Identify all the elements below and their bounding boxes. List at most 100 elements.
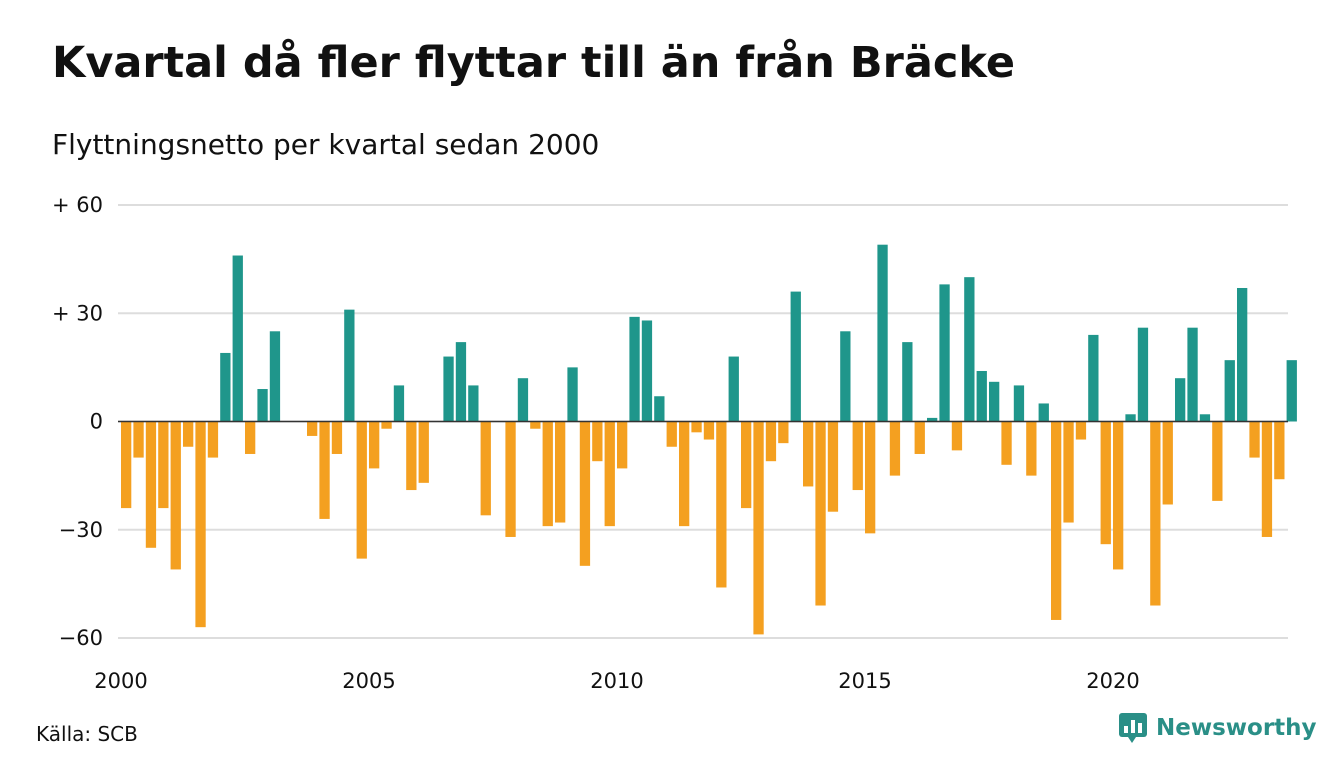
bar-positive: [877, 244, 888, 422]
bar-negative: [1212, 421, 1223, 501]
bar-negative: [815, 421, 826, 606]
chart-subtitle: Flyttningsnetto per kvartal sedan 2000: [52, 128, 600, 161]
bar-positive: [840, 331, 851, 422]
bar-negative: [195, 421, 206, 628]
bar-negative: [555, 421, 566, 523]
bars: [118, 244, 1297, 635]
bar-negative: [604, 421, 615, 527]
bar-negative: [679, 421, 690, 527]
y-tick-label: 0: [90, 410, 103, 434]
bar-negative: [530, 421, 541, 429]
newsworthy-logo-icon: [1119, 713, 1147, 743]
bar-positive: [567, 367, 578, 422]
bar-negative: [319, 421, 330, 519]
bar-positive: [728, 356, 739, 422]
x-tick-label: 2010: [590, 669, 643, 693]
bar-positive: [989, 381, 1000, 422]
bar-negative: [1261, 421, 1273, 537]
bar-negative: [778, 421, 789, 444]
bar-positive: [1237, 287, 1248, 422]
bar-positive: [393, 385, 405, 422]
y-tick-label: −30: [59, 518, 103, 542]
x-tick-label: 2015: [838, 669, 891, 693]
bar-negative: [865, 421, 876, 534]
bar-positive: [1175, 378, 1186, 422]
bar-negative: [1051, 421, 1062, 620]
y-tick-label: −60: [59, 626, 103, 650]
bar-positive: [1286, 360, 1297, 422]
bar-positive: [1088, 334, 1099, 422]
bar-negative: [579, 421, 591, 566]
bar-negative: [381, 421, 392, 429]
bar-negative: [889, 421, 901, 476]
bar-positive: [1187, 327, 1198, 422]
bar-negative: [406, 421, 417, 491]
bar-negative: [1274, 421, 1285, 480]
bar-positive: [1125, 414, 1136, 422]
y-tick-label: + 60: [52, 193, 103, 217]
bar-positive: [220, 352, 231, 422]
bar-positive: [443, 356, 454, 422]
bar-negative: [716, 421, 727, 588]
bar-negative: [914, 421, 925, 454]
bar-positive: [455, 342, 467, 422]
x-tick-label: 2020: [1086, 669, 1139, 693]
bar-positive: [790, 291, 801, 422]
bar-negative: [1075, 421, 1087, 440]
x-tick-label: 2005: [342, 669, 395, 693]
y-axis: + 60 + 30 0 −30 −60: [52, 193, 103, 650]
bar-negative: [1150, 421, 1161, 606]
bar-positive: [1137, 327, 1149, 422]
bar-negative: [145, 421, 157, 548]
bar-negative: [1063, 421, 1074, 523]
bar-positive: [468, 385, 479, 422]
bar-negative: [753, 421, 764, 635]
brand-name: Newsworthy: [1156, 715, 1317, 741]
bar-negative: [170, 421, 181, 570]
bar-negative: [827, 421, 839, 512]
bar-negative: [691, 421, 702, 433]
y-tick-label: + 30: [52, 301, 103, 325]
x-tick-label: 2000: [94, 669, 147, 693]
bar-negative: [133, 421, 144, 458]
bar-negative: [542, 421, 553, 527]
bar-negative: [307, 421, 318, 436]
bar-negative: [666, 421, 677, 447]
bar-positive: [927, 417, 938, 422]
bar-positive: [1199, 414, 1211, 422]
bar-negative: [369, 421, 380, 469]
bar-negative: [331, 421, 343, 454]
brand-logo: Newsworthy: [1118, 712, 1317, 744]
bar-positive: [1224, 360, 1235, 422]
bar-negative: [1162, 421, 1173, 505]
bar-negative: [765, 421, 777, 462]
bar-positive: [517, 378, 529, 422]
bar-positive: [902, 342, 913, 422]
bar-negative: [1249, 421, 1260, 458]
x-axis: 2000 2005 2010 2015 2020: [94, 669, 1139, 693]
bar-negative: [245, 421, 256, 454]
bar-negative: [1113, 421, 1124, 570]
bar-negative: [183, 421, 194, 447]
bar-positive: [1038, 403, 1049, 422]
bar-negative: [356, 421, 367, 559]
bar-negative: [852, 421, 863, 491]
bar-negative: [617, 421, 628, 469]
bar-negative: [418, 421, 429, 483]
chart-title: Kvartal då fler flyttar till än från Brä…: [52, 38, 1015, 88]
bar-positive: [654, 396, 665, 422]
source-note: Källa: SCB: [36, 722, 138, 746]
bar-positive: [232, 255, 243, 422]
bar-positive: [939, 284, 950, 422]
bar-negative: [480, 421, 491, 516]
bar-negative: [1100, 421, 1111, 545]
bar-positive: [964, 277, 975, 422]
bar-negative: [592, 421, 603, 462]
bar-positive: [976, 370, 987, 422]
bar-negative: [207, 421, 219, 458]
bar-negative: [505, 421, 516, 537]
bar-positive: [641, 320, 653, 422]
bar-positive: [1013, 385, 1025, 422]
bar-negative: [1001, 421, 1012, 465]
bar-negative: [741, 421, 752, 509]
